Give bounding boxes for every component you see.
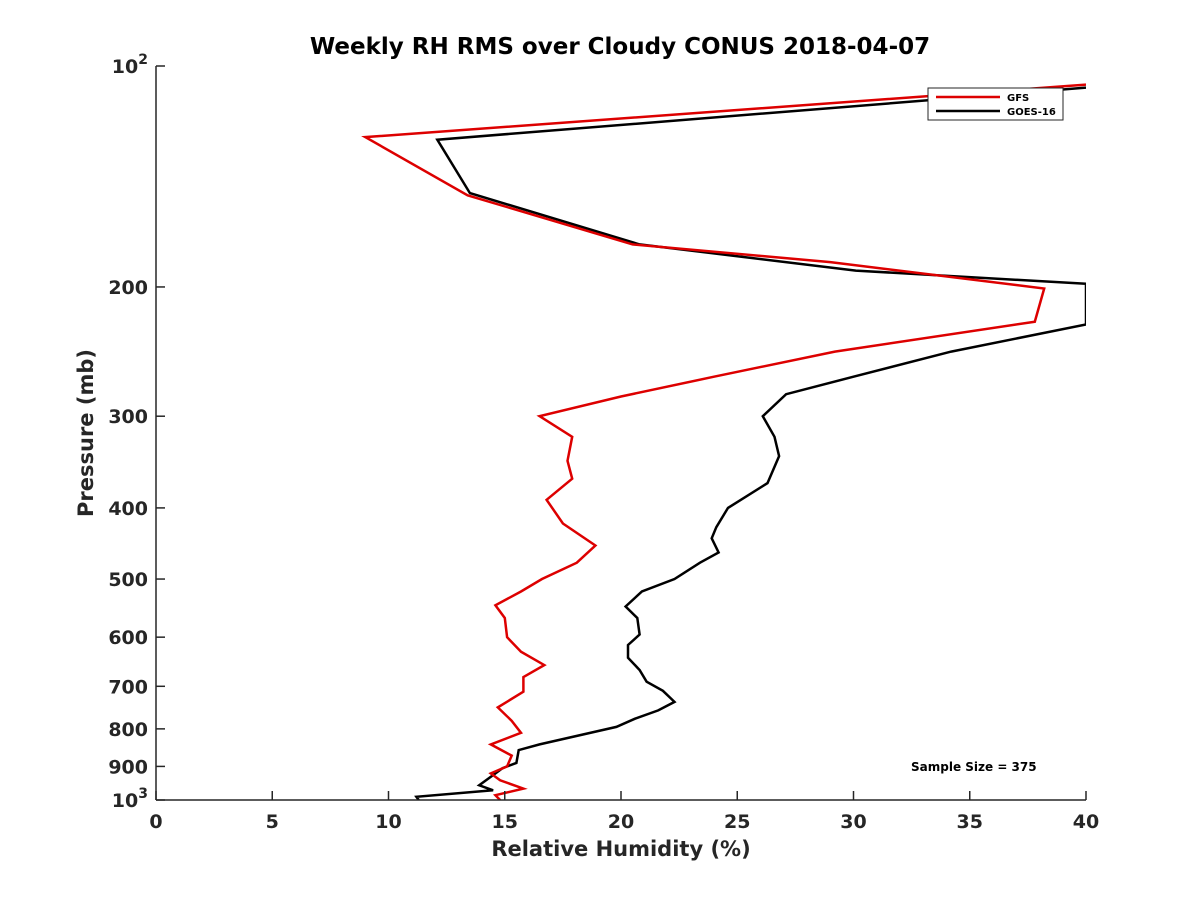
y-tick-label: 103 — [112, 786, 148, 812]
y-tick-label: 200 — [108, 277, 148, 299]
plot-area: 0 5 10 15 20 25 30 35 40 102 200 300 400 500 600 700 80… — [108, 52, 1099, 833]
y-ticks: 102 200 300 400 500 600 700 800 900 103 — [108, 52, 165, 812]
x-axis-label: Relative Humidity (%) — [491, 837, 750, 861]
y-axis-label: Pressure (mb) — [74, 349, 98, 517]
legend-label: GFS — [1007, 93, 1029, 104]
series-line-gfs — [361, 83, 1086, 800]
y-tick-label: 900 — [108, 756, 148, 778]
series-layer — [361, 83, 1086, 800]
legend-label: GOES-16 — [1007, 107, 1056, 118]
y-tick-label: 102 — [112, 52, 148, 78]
x-tick-label: 10 — [375, 811, 401, 833]
x-tick-label: 40 — [1073, 811, 1099, 833]
x-tick-label: 35 — [957, 811, 983, 833]
x-ticks: 0 5 10 15 20 25 30 35 40 — [149, 791, 1099, 833]
y-tick-label: 800 — [108, 719, 148, 741]
legend: GFS GOES-16 — [927, 87, 1064, 121]
y-tick-label: 600 — [108, 627, 148, 649]
series-line-goes-16 — [414, 86, 1086, 800]
y-tick-label: 500 — [108, 569, 148, 591]
y-tick-label: 300 — [108, 406, 148, 428]
legend-box — [927, 87, 1064, 121]
x-tick-label: 0 — [149, 811, 162, 833]
x-tick-label: 15 — [492, 811, 518, 833]
x-tick-label: 30 — [840, 811, 866, 833]
chart-title: Weekly RH RMS over Cloudy CONUS 2018-04-… — [310, 34, 930, 60]
x-tick-label: 20 — [608, 811, 634, 833]
y-tick-label: 400 — [108, 498, 148, 520]
x-tick-label: 5 — [266, 811, 279, 833]
y-tick-label: 700 — [108, 676, 148, 698]
sample-size-annotation: Sample Size = 375 — [911, 760, 1037, 774]
x-tick-label: 25 — [724, 811, 750, 833]
